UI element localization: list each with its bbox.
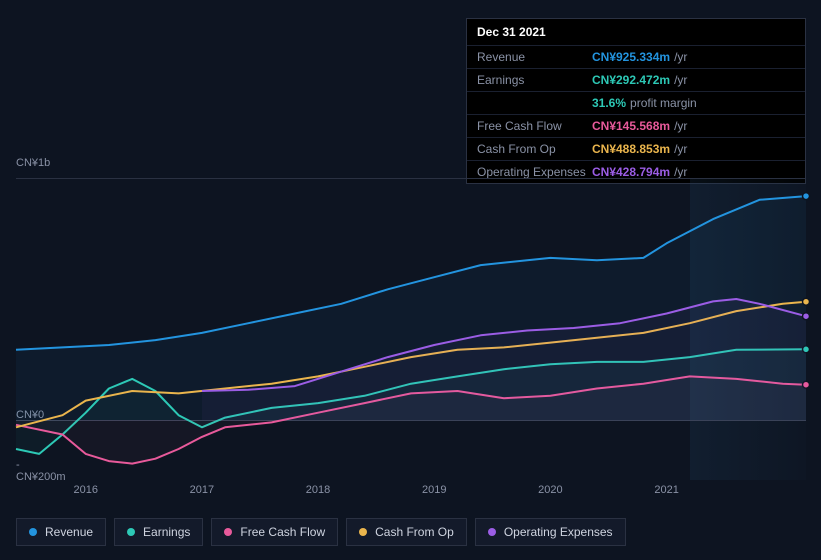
x-axis-labels: 2016 2017 2018 2019 2020 2021 xyxy=(16,484,806,504)
legend-label: Earnings xyxy=(143,525,190,539)
tooltip-row: Cash From OpCN¥488.853m/yr xyxy=(467,137,805,160)
legend-swatch xyxy=(127,528,135,536)
x-axis-label: 2020 xyxy=(538,484,562,496)
legend-swatch xyxy=(224,528,232,536)
legend-swatch xyxy=(359,528,367,536)
legend-label: Revenue xyxy=(45,525,93,539)
tooltip-extra-suffix: profit margin xyxy=(630,96,697,110)
tooltip-metric-label: Earnings xyxy=(477,73,592,87)
legend-label: Free Cash Flow xyxy=(240,525,325,539)
tooltip-metric-value: CN¥292.472m xyxy=(592,73,670,87)
legend-item[interactable]: Operating Expenses xyxy=(475,518,626,546)
x-axis-label: 2017 xyxy=(190,484,214,496)
tooltip-metric-suffix: /yr xyxy=(674,119,687,133)
chart-legend: Revenue Earnings Free Cash Flow Cash From O… xyxy=(16,518,626,546)
tooltip-row: EarningsCN¥292.472m/yr xyxy=(467,68,805,91)
series-endpoint-dot xyxy=(803,313,810,320)
legend-item[interactable]: Cash From Op xyxy=(346,518,467,546)
legend-label: Operating Expenses xyxy=(504,525,613,539)
x-axis-label: 2016 xyxy=(73,484,97,496)
legend-label: Cash From Op xyxy=(375,525,454,539)
tooltip-row: RevenueCN¥925.334m/yr xyxy=(467,45,805,68)
tooltip-metric-suffix: /yr xyxy=(674,142,687,156)
tooltip-extra-value: 31.6% xyxy=(592,96,626,110)
x-axis-label: 2021 xyxy=(654,484,678,496)
tooltip-metric-value: CN¥925.334m xyxy=(592,50,670,64)
chart-lines xyxy=(16,160,806,480)
x-axis-label: 2018 xyxy=(306,484,330,496)
tooltip-metric-value: CN¥488.853m xyxy=(592,142,670,156)
tooltip-date: Dec 31 2021 xyxy=(467,19,805,45)
tooltip-metric-suffix: /yr xyxy=(674,50,687,64)
tooltip-row: Free Cash FlowCN¥145.568m/yr xyxy=(467,114,805,137)
tooltip-metric-suffix: /yr xyxy=(674,73,687,87)
tooltip-metric-label: Revenue xyxy=(477,50,592,64)
legend-item[interactable]: Free Cash Flow xyxy=(211,518,338,546)
tooltip-metric-label: Free Cash Flow xyxy=(477,119,592,133)
series-endpoint-dot xyxy=(803,193,810,200)
x-axis-label: 2019 xyxy=(422,484,446,496)
tooltip-metric-label: Cash From Op xyxy=(477,142,592,156)
legend-swatch xyxy=(29,528,37,536)
tooltip-metric-value: CN¥145.568m xyxy=(592,119,670,133)
tooltip-row: 31.6% profit margin xyxy=(467,91,805,114)
series-endpoint-dot xyxy=(803,298,810,305)
financials-chart[interactable]: CN¥1b CN¥0 -CN¥200m 20162017201820192020… xyxy=(16,160,806,500)
legend-item[interactable]: Revenue xyxy=(16,518,106,546)
legend-swatch xyxy=(488,528,496,536)
legend-item[interactable]: Earnings xyxy=(114,518,203,546)
